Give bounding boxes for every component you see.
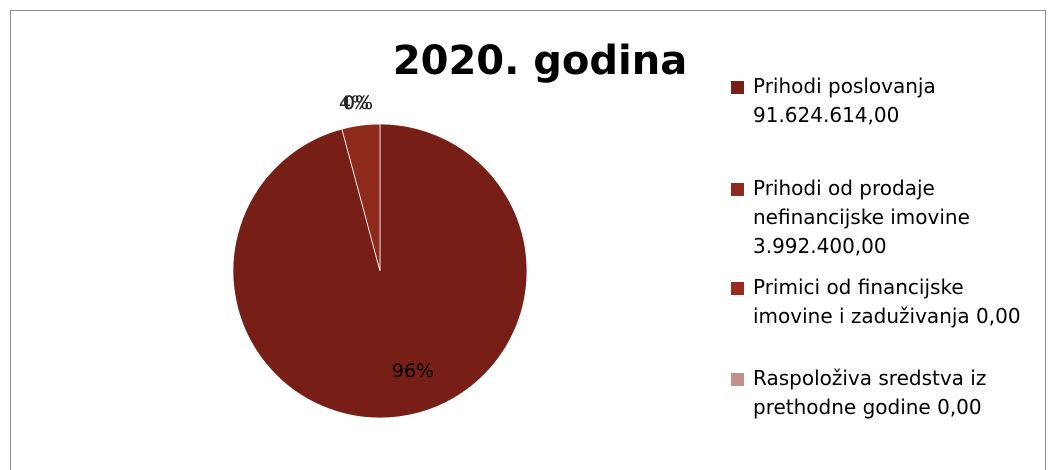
pie-data-label: 4% xyxy=(339,92,369,114)
legend-swatch xyxy=(731,81,744,94)
legend-label-line: nefinancijske imovine xyxy=(753,205,970,229)
legend-label-line: Prihodi poslovanja xyxy=(753,74,936,98)
chart-title: 2020. godina xyxy=(392,38,688,84)
pie-data-label: 96% xyxy=(392,360,434,382)
legend-label: Prihodi od prodaje nefinancijske imovine 3… xyxy=(753,174,1033,261)
pie-data-label: 0% xyxy=(343,92,373,114)
legend-label-line: prethodne godine 0,00 xyxy=(753,395,982,419)
legend-swatch xyxy=(731,282,744,295)
legend-swatch xyxy=(731,183,744,196)
legend-swatch xyxy=(731,373,744,386)
legend-label: Raspoloživa sredstva iz prethodne godine … xyxy=(753,364,1033,422)
pie-data-label: 0% xyxy=(343,92,373,114)
legend-label-line: Primici od financijske xyxy=(753,275,964,299)
legend-label-line: 3.992.400,00 xyxy=(753,234,887,258)
legend-label-line: Prihodi od prodaje xyxy=(753,176,935,200)
legend-label-line: imovine i zaduživanja 0,00 xyxy=(753,304,1021,328)
legend-label-line: 91.624.614,00 xyxy=(753,103,900,127)
pie-slice xyxy=(341,123,381,272)
chart-frame xyxy=(10,10,1046,470)
legend-label: Prihodi poslovanja 91.624.614,00 xyxy=(753,72,1033,130)
legend-label-line: Raspoloživa sredstva iz xyxy=(753,366,987,390)
legend-label: Primici od financijske imovine i zaduživa… xyxy=(753,273,1033,331)
